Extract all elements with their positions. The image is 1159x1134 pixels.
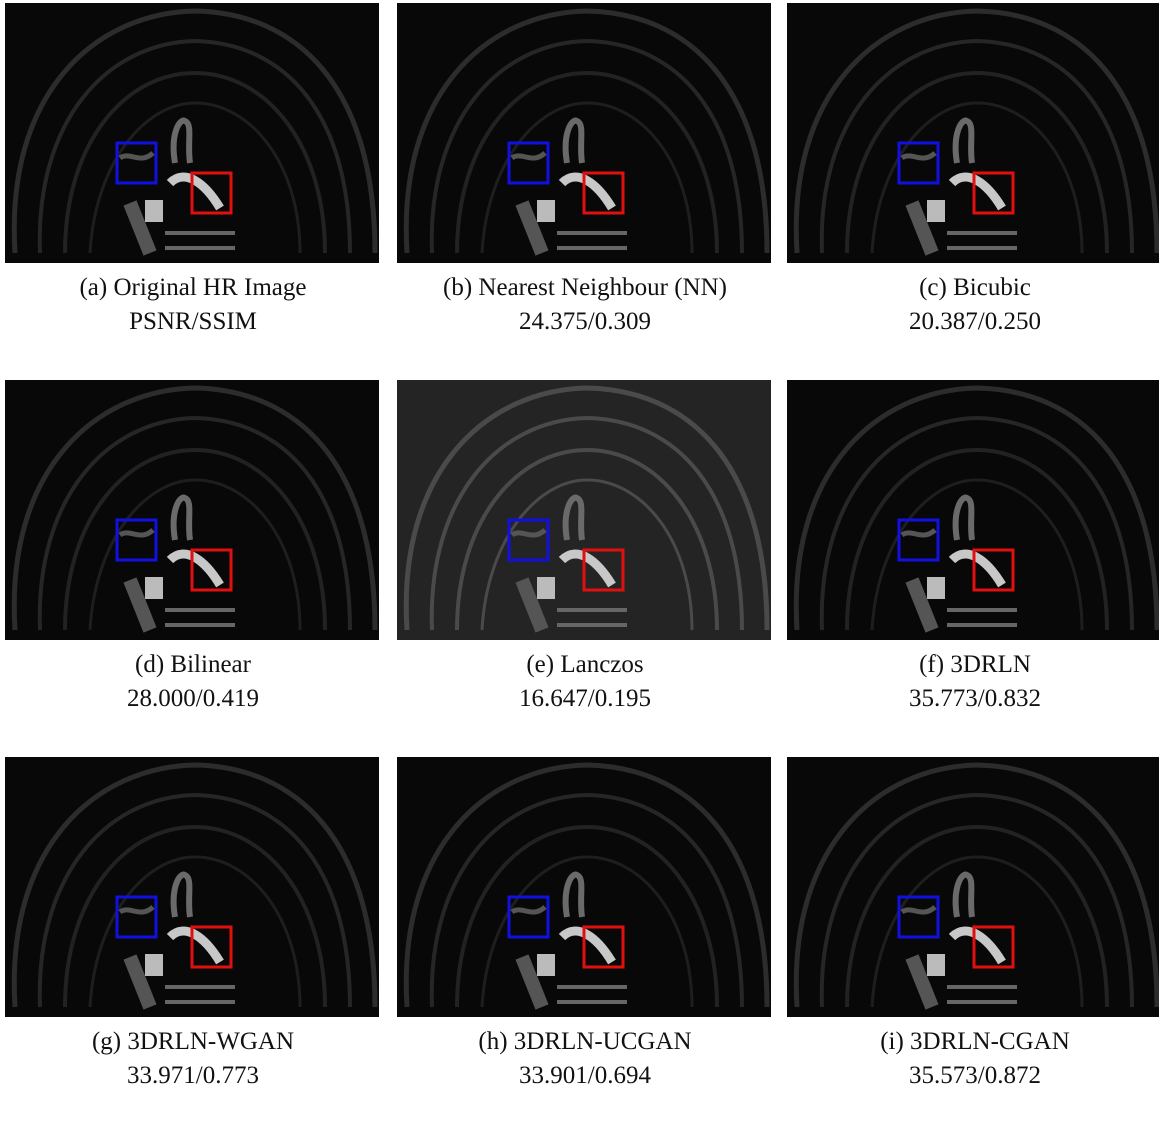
bright-structure	[145, 954, 163, 976]
tissue	[403, 385, 770, 633]
panel-metrics: 35.573/0.872	[909, 1062, 1041, 1089]
tissue	[793, 762, 1159, 1010]
figure: (a) Original HR Image PSNR/SSIM (b) Neare…	[5, 3, 1159, 1089]
red-zoom-box	[972, 171, 1015, 215]
figure-panel: (d) Bilinear 28.000/0.419	[5, 380, 381, 757]
panel-caption: (f) 3DRLN	[919, 651, 1031, 678]
panel-metrics: PSNR/SSIM	[129, 308, 257, 335]
panel-metrics: 20.387/0.250	[909, 308, 1041, 335]
blue-zoom-box	[115, 141, 158, 185]
bright-structure	[537, 954, 555, 976]
panel-image	[5, 380, 379, 640]
red-zoom-box	[582, 548, 625, 592]
panel-image	[397, 3, 771, 263]
red-zoom-box	[582, 925, 625, 969]
tissue	[11, 762, 378, 1010]
figure-panel: (i) 3DRLN-CGAN 35.573/0.872	[787, 757, 1159, 1134]
panel-image	[397, 380, 771, 640]
red-zoom-box	[190, 925, 233, 969]
blue-zoom-box	[507, 518, 550, 562]
figure-panel: (g) 3DRLN-WGAN 33.971/0.773	[5, 757, 381, 1134]
blue-zoom-box	[897, 141, 940, 185]
tissue	[793, 385, 1159, 633]
blue-zoom-box	[115, 895, 158, 939]
panel-metrics: 16.647/0.195	[519, 685, 651, 712]
panel-caption: (e) Lanczos	[526, 651, 644, 678]
panel-caption: (g) 3DRLN-WGAN	[91, 1028, 295, 1055]
panel-metrics: 33.971/0.773	[127, 1062, 259, 1089]
blue-zoom-box	[507, 895, 550, 939]
panel-image	[787, 380, 1159, 640]
panel-caption: (c) Bicubic	[919, 274, 1031, 301]
red-zoom-box	[972, 548, 1015, 592]
panel-caption: (b) Nearest Neighbour (NN)	[443, 274, 727, 301]
tissue	[11, 8, 378, 256]
tissue	[11, 385, 378, 633]
bright-structure	[537, 577, 555, 599]
panel-caption: (a) Original HR Image	[79, 274, 307, 301]
panel-metrics: 28.000/0.419	[127, 685, 259, 712]
tissue	[403, 762, 770, 1010]
figure-panel: (c) Bicubic 20.387/0.250	[787, 3, 1159, 380]
figure-panel: (b) Nearest Neighbour (NN) 24.375/0.309	[397, 3, 773, 380]
panel-image	[787, 3, 1159, 263]
tissue	[403, 8, 770, 256]
panel-metrics: 35.773/0.832	[909, 685, 1041, 712]
bright-structure	[145, 200, 163, 222]
red-zoom-box	[972, 925, 1015, 969]
bright-structure	[927, 954, 945, 976]
figure-panel: (e) Lanczos 16.647/0.195	[397, 380, 773, 757]
panel-caption: (d) Bilinear	[135, 651, 251, 678]
blue-zoom-box	[507, 141, 550, 185]
panel-caption: (i) 3DRLN-CGAN	[880, 1028, 1070, 1055]
figure-panel: (h) 3DRLN-UCGAN 33.901/0.694	[397, 757, 773, 1134]
red-zoom-box	[190, 548, 233, 592]
bright-structure	[927, 577, 945, 599]
panel-metrics: 33.901/0.694	[519, 1062, 651, 1089]
panel-image	[397, 757, 771, 1017]
panel-metrics: 24.375/0.309	[519, 308, 651, 335]
blue-zoom-box	[897, 895, 940, 939]
panel-image	[5, 3, 379, 263]
tissue	[793, 8, 1159, 256]
blue-zoom-box	[897, 518, 940, 562]
blue-zoom-box	[115, 518, 158, 562]
red-zoom-box	[582, 171, 625, 215]
figure-panel: (f) 3DRLN 35.773/0.832	[787, 380, 1159, 757]
panel-image	[787, 757, 1159, 1017]
bright-structure	[927, 200, 945, 222]
bright-structure	[537, 200, 555, 222]
panel-caption: (h) 3DRLN-UCGAN	[478, 1028, 692, 1055]
bright-structure	[145, 577, 163, 599]
panel-image	[5, 757, 379, 1017]
red-zoom-box	[190, 171, 233, 215]
figure-panel: (a) Original HR Image PSNR/SSIM	[5, 3, 381, 380]
